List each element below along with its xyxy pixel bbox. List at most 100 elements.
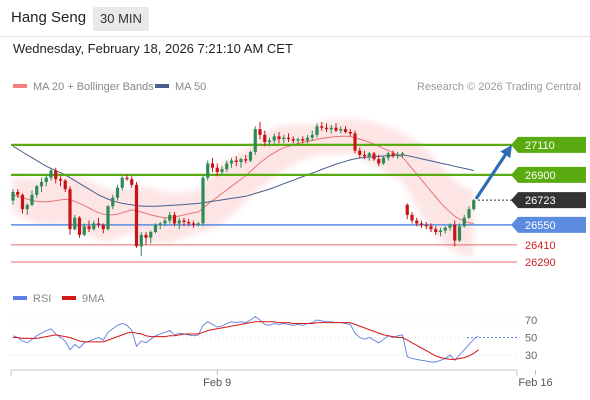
candle-body	[310, 134, 314, 138]
candle-body	[362, 154, 367, 157]
candle-43	[215, 163, 219, 177]
candle-67	[329, 124, 333, 134]
time-axis: Feb 9 Feb 16	[10, 369, 553, 389]
candle-body	[58, 179, 63, 181]
candle-20	[106, 204, 110, 231]
candle-body	[405, 204, 409, 215]
candle-42	[210, 157, 215, 172]
candle-body	[149, 232, 153, 238]
candle-76	[372, 152, 376, 161]
research-credit: Research © 2026 Trading Central	[417, 81, 581, 93]
candle-5	[35, 184, 39, 198]
candle-body	[215, 167, 219, 172]
candle-11	[63, 179, 67, 192]
level-tag-26723	[511, 192, 586, 209]
candle-58	[286, 133, 291, 142]
candle-95	[462, 214, 466, 228]
candle-22	[115, 184, 120, 201]
candle-84	[410, 212, 414, 224]
candle-55	[272, 133, 276, 144]
candle-12	[68, 186, 72, 235]
candle-13	[73, 214, 77, 231]
candle-body	[339, 129, 343, 131]
candle-64	[315, 123, 319, 138]
candle-body	[25, 204, 29, 210]
candle-body	[372, 153, 376, 160]
candle-0	[11, 189, 15, 205]
candle-72	[353, 130, 357, 154]
candle-body	[410, 214, 414, 221]
candle-3	[25, 203, 29, 215]
candle-body	[305, 137, 310, 141]
candle-53	[263, 130, 267, 147]
level-label-26550: 26550	[525, 220, 556, 232]
candle-body	[386, 153, 390, 158]
candle-body	[144, 234, 148, 238]
candle-85	[415, 217, 419, 227]
candle-body	[125, 177, 129, 180]
candle-body	[253, 129, 257, 152]
candle-46	[229, 157, 234, 168]
candle-body	[315, 126, 319, 135]
candle-body	[329, 127, 333, 130]
candle-body	[415, 220, 419, 224]
candle-15	[82, 223, 86, 237]
candle-31	[158, 222, 162, 230]
candle-70	[343, 126, 348, 134]
candle-body	[139, 234, 143, 247]
candle-body	[49, 170, 53, 178]
candle-25	[130, 176, 134, 188]
candle-29	[149, 230, 153, 244]
candle-51	[253, 126, 257, 155]
candle-69	[339, 126, 343, 134]
candle-47	[234, 156, 238, 167]
candle-body	[462, 217, 466, 227]
candle-body	[191, 223, 196, 225]
candle-body	[434, 229, 438, 232]
candle-body	[453, 224, 457, 241]
candle-44	[220, 166, 224, 175]
candle-59	[291, 136, 295, 144]
projection-arrow-head	[500, 144, 512, 159]
candle-2	[20, 193, 25, 214]
candle-body	[39, 182, 44, 187]
candle-86	[419, 220, 424, 228]
level-label-26900: 26900	[525, 170, 556, 182]
candle-79	[386, 152, 390, 161]
rsi-legend-label: RSI	[33, 293, 51, 305]
candle-body	[115, 187, 120, 198]
candlesticks	[11, 122, 476, 257]
candle-body	[239, 159, 243, 162]
rsi-tick-50: 50	[525, 333, 537, 345]
candle-91	[443, 226, 447, 234]
candle-body	[419, 223, 424, 225]
candle-body	[130, 179, 134, 185]
candle-17	[92, 220, 96, 231]
candle-body	[96, 223, 101, 225]
candle-body	[248, 152, 253, 161]
candle-body	[267, 140, 272, 142]
candle-83	[405, 203, 409, 220]
candle-33	[168, 212, 172, 224]
datetime-label: Wednesday, February 18, 2026 7:21:10 AM …	[13, 41, 293, 56]
candle-24	[125, 174, 129, 181]
candle-66	[324, 123, 329, 132]
candle-27	[139, 232, 143, 257]
candle-body	[282, 137, 286, 140]
chart-header: Hang Seng 30 MIN	[0, 0, 590, 37]
interval-button[interactable]: 30 MIN	[93, 7, 149, 31]
candle-body	[472, 200, 476, 210]
candle-54	[267, 137, 272, 147]
candle-50	[248, 150, 253, 162]
candle-23	[120, 176, 124, 191]
candle-61	[301, 136, 305, 144]
candle-body	[206, 163, 210, 178]
candle-39	[196, 222, 200, 227]
candle-34	[172, 212, 177, 227]
candle-56	[277, 132, 281, 144]
candle-6	[39, 177, 44, 192]
rsi-legend-swatch	[13, 296, 27, 300]
candle-97	[472, 199, 476, 211]
candle-body	[210, 163, 215, 168]
candle-body	[391, 153, 395, 157]
